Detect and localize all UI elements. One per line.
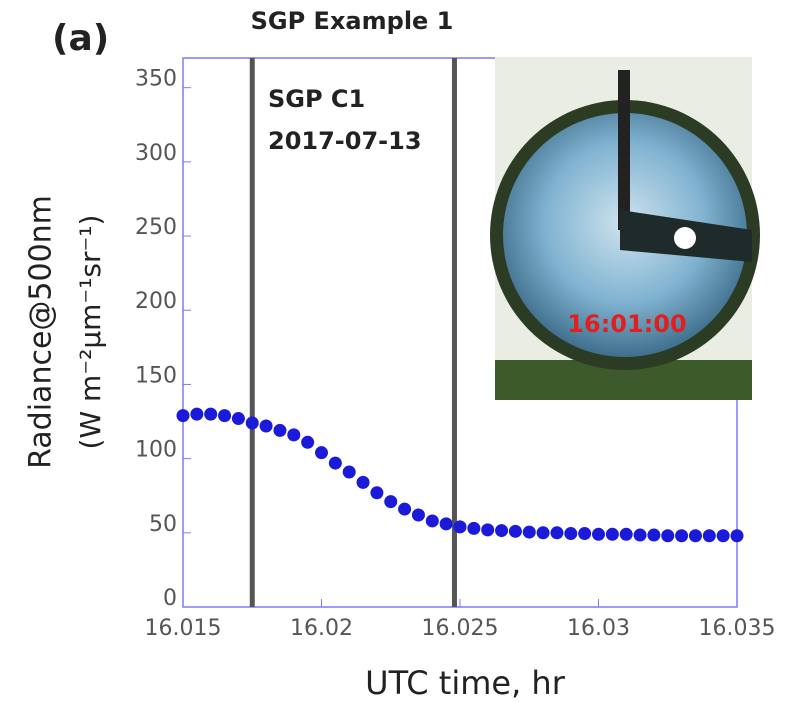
data-point bbox=[578, 527, 592, 541]
y-tick-label: 250 bbox=[135, 215, 177, 240]
y-tick-label: 300 bbox=[135, 141, 177, 166]
panel-label: (a) bbox=[52, 18, 109, 59]
data-point bbox=[398, 502, 412, 516]
data-point bbox=[453, 520, 467, 534]
data-point bbox=[176, 409, 190, 423]
x-tick-label: 16.025 bbox=[422, 616, 499, 641]
data-point bbox=[287, 428, 301, 442]
data-point bbox=[716, 529, 730, 543]
data-point bbox=[342, 465, 356, 479]
data-point bbox=[273, 423, 287, 437]
x-tick-label: 16.015 bbox=[145, 616, 222, 641]
y-axis-label: Radiance@500nm bbox=[24, 195, 59, 469]
data-point bbox=[495, 524, 509, 538]
data-point bbox=[411, 508, 425, 522]
data-point bbox=[702, 529, 716, 543]
data-point bbox=[245, 416, 259, 430]
x-axis-label: UTC time, hr bbox=[365, 664, 566, 702]
data-point bbox=[259, 419, 273, 433]
camera-arm bbox=[618, 70, 630, 230]
sky-image: 16:01:00 bbox=[490, 57, 760, 400]
data-point bbox=[481, 523, 495, 537]
y-tick-label: 50 bbox=[149, 512, 177, 537]
data-point bbox=[328, 456, 342, 470]
data-point bbox=[550, 526, 564, 540]
y-tick-label: 100 bbox=[135, 438, 177, 463]
data-point bbox=[619, 527, 633, 541]
data-point bbox=[661, 529, 675, 543]
y-tick-label: 200 bbox=[135, 289, 177, 314]
data-point bbox=[675, 529, 689, 543]
annotation: 2017-07-13 bbox=[268, 127, 422, 155]
y-tick-label: 150 bbox=[135, 363, 177, 388]
y-axis-label: (W m⁻²µm⁻¹sr⁻¹) bbox=[74, 215, 107, 450]
data-point bbox=[730, 529, 744, 543]
inset-timestamp: 16:01:00 bbox=[567, 310, 686, 338]
x-tick-label: 16.02 bbox=[290, 616, 353, 641]
data-point bbox=[425, 514, 439, 528]
data-point bbox=[218, 409, 232, 423]
data-point bbox=[633, 528, 647, 542]
data-point bbox=[231, 412, 245, 426]
annotation: SGP C1 bbox=[268, 85, 365, 113]
y-tick-label: 350 bbox=[135, 67, 177, 92]
data-point bbox=[605, 527, 619, 541]
data-point bbox=[384, 495, 398, 509]
data-point bbox=[356, 475, 370, 489]
chart-title: SGP Example 1 bbox=[251, 7, 454, 35]
data-point bbox=[688, 529, 702, 543]
data-point bbox=[439, 517, 453, 531]
data-point bbox=[204, 407, 218, 421]
data-point bbox=[370, 486, 384, 500]
data-point bbox=[647, 528, 661, 542]
data-point bbox=[508, 524, 522, 538]
data-point bbox=[564, 527, 578, 541]
x-tick-label: 16.035 bbox=[699, 616, 776, 641]
data-point bbox=[522, 525, 536, 539]
data-point bbox=[467, 521, 481, 535]
x-tick-label: 16.03 bbox=[567, 616, 630, 641]
data-point bbox=[190, 407, 204, 421]
sun bbox=[674, 227, 696, 249]
data-point bbox=[536, 526, 550, 540]
data-point bbox=[301, 435, 315, 449]
data-point bbox=[315, 446, 328, 460]
y-tick-label: 0 bbox=[163, 586, 177, 611]
data-point bbox=[592, 527, 605, 541]
